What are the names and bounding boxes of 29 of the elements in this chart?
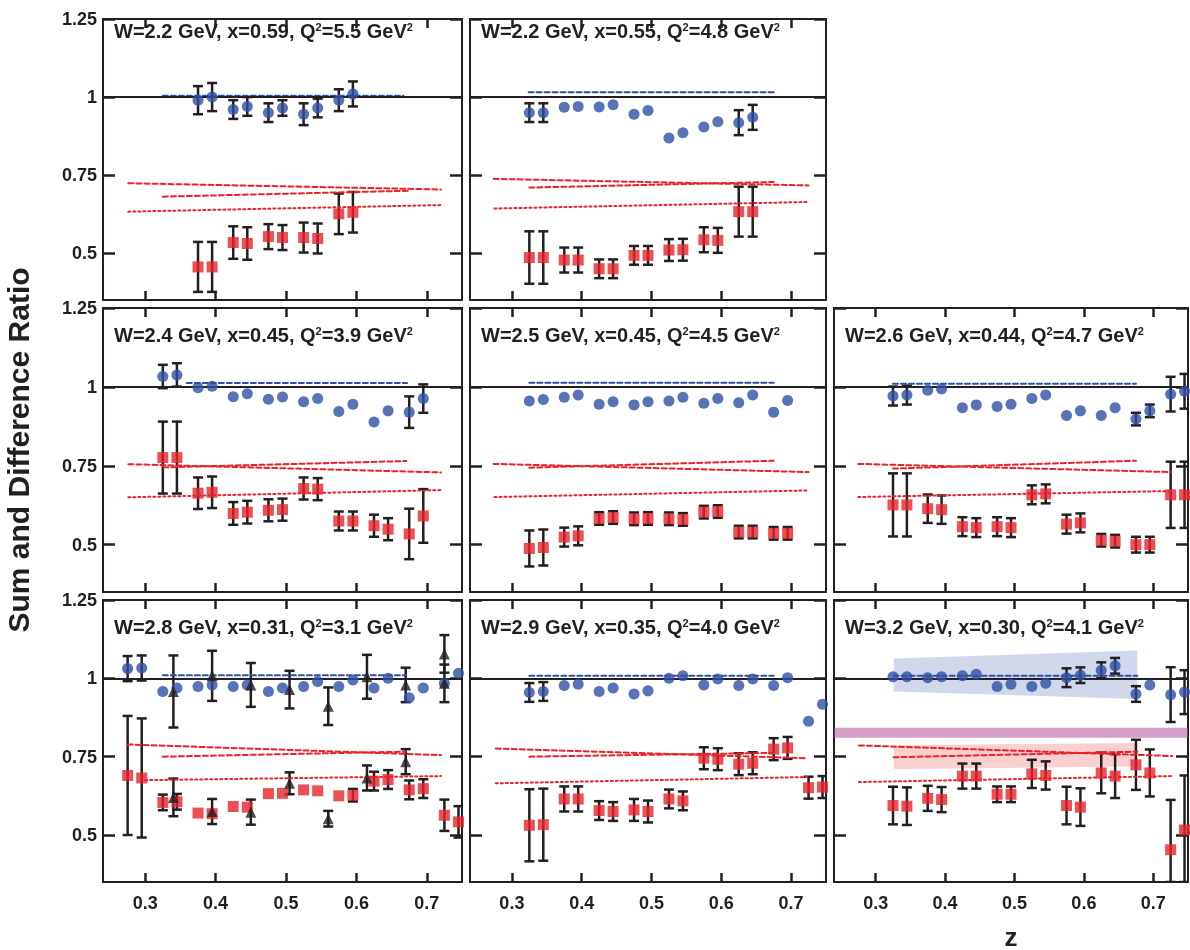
y-tick-label: 0.75 <box>61 746 97 767</box>
y-tick-label: 0.5 <box>71 243 97 264</box>
y-tick-label: 0.75 <box>61 165 97 186</box>
x-tick-label: 0.4 <box>569 893 595 913</box>
x-axis-title: z <box>1004 922 1018 950</box>
y-tick-label: 0.5 <box>71 534 97 555</box>
x-tick-label: 0.4 <box>203 893 229 913</box>
x-tick-label: 0.6 <box>1071 893 1097 913</box>
x-tick-label: 0.3 <box>132 893 158 913</box>
y-tick-label: 0.5 <box>71 825 97 845</box>
y-tick-label: 1 <box>86 376 97 397</box>
y-tick-label: 1 <box>86 87 97 108</box>
x-tick-label: 0.3 <box>863 893 889 913</box>
x-tick-label: 0.7 <box>1140 893 1166 913</box>
x-tick-label: 0.6 <box>343 893 369 913</box>
x-tick-label: 0.7 <box>778 893 804 913</box>
x-tick-label: 0.7 <box>414 893 440 913</box>
x-tick-label: 0.4 <box>932 893 958 913</box>
x-tick-label: 0.5 <box>1001 893 1027 913</box>
y-tick-label: 0.75 <box>61 455 97 476</box>
y-axis-title: Sum and Difference Ratio <box>1 267 35 633</box>
y-tick-label: 1.25 <box>61 9 97 29</box>
y-tick-label: 1.25 <box>61 590 97 610</box>
y-tick-label: 1.25 <box>61 298 97 318</box>
x-tick-label: 0.5 <box>273 893 299 913</box>
x-tick-label: 0.3 <box>499 893 525 913</box>
x-tick-label: 0.6 <box>708 893 734 913</box>
y-tick-label: 1 <box>86 668 97 689</box>
x-tick-label: 0.5 <box>638 893 665 913</box>
